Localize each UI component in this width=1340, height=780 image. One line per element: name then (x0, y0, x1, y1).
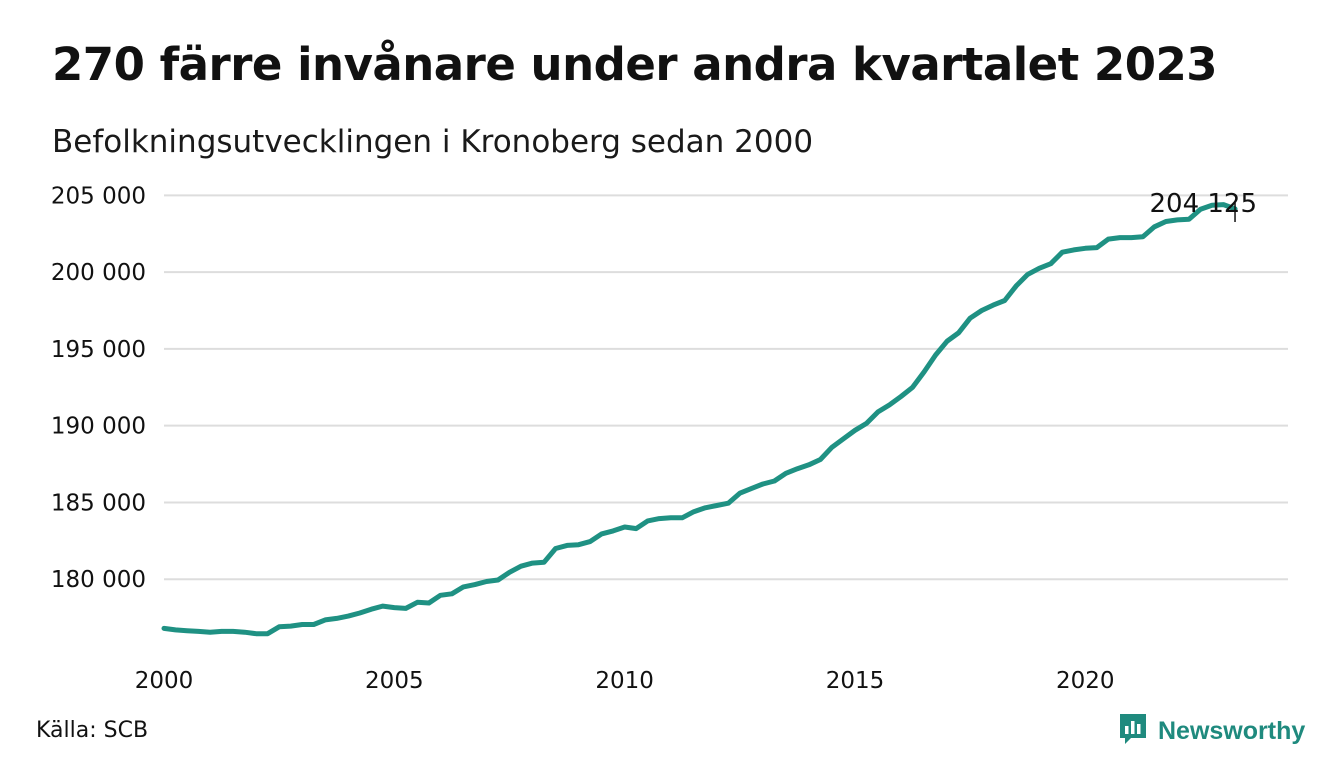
end-value-label: 204 125 (1149, 189, 1257, 219)
x-tick-label: 2000 (135, 668, 194, 694)
bar-chart-icon (1118, 712, 1148, 750)
y-tick-label: 205 000 (51, 183, 146, 209)
chart-subtitle: Befolkningsutvecklingen i Kronoberg seda… (52, 124, 814, 160)
brand-name: Newsworthy (1158, 716, 1306, 745)
y-tick-label: 200 000 (51, 260, 146, 286)
x-tick-label: 2015 (826, 668, 885, 694)
y-tick-label: 190 000 (51, 414, 146, 440)
series-line (161, 202, 1238, 637)
y-tick-label: 180 000 (51, 567, 146, 593)
y-tick-label: 185 000 (51, 490, 146, 516)
x-tick-label: 2005 (365, 668, 424, 694)
y-tick-label: 195 000 (51, 337, 146, 363)
x-tick-label: 2020 (1056, 668, 1115, 694)
x-tick-label: 2010 (595, 668, 654, 694)
source-note: Källa: SCB (36, 718, 149, 743)
brand-logo: Newsworthy (1118, 712, 1305, 750)
chart-title: 270 färre invånare under andra kvartalet… (52, 38, 1218, 91)
